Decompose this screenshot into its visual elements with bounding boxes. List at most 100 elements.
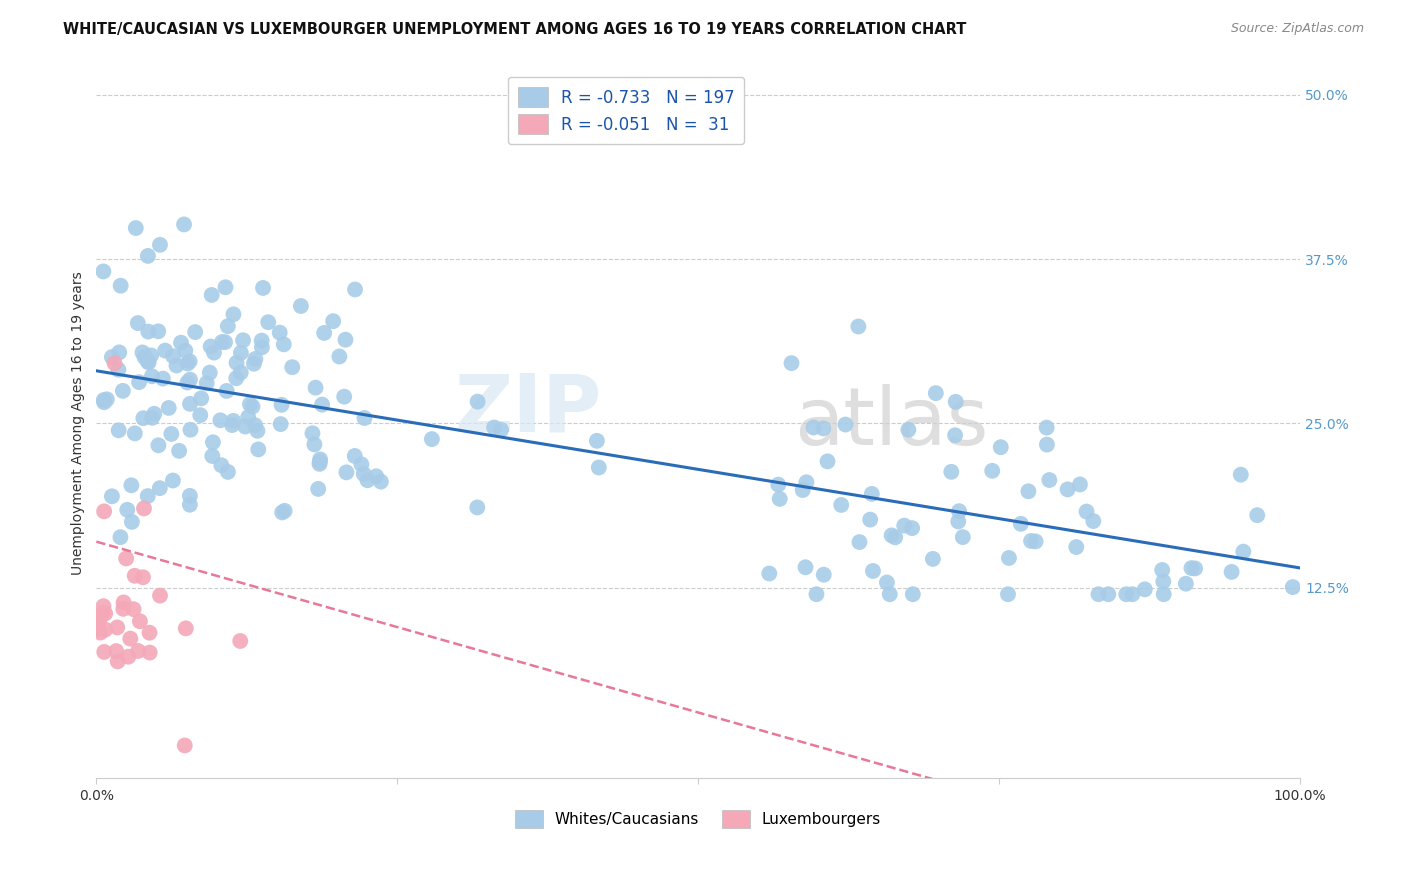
Point (893, 518, 915, 533)
Point (884, 530, 907, 544)
Point (225, 371, 247, 385)
Point (86, 622, 108, 636)
Point (229, 634, 252, 648)
Point (132, 570, 155, 584)
Point (335, 333, 357, 347)
Point (901, 587, 924, 601)
Point (200, 339, 222, 353)
Point (232, 333, 254, 347)
Point (243, 357, 266, 371)
Point (152, 371, 174, 385)
Point (225, 356, 247, 370)
Point (243, 418, 266, 433)
Point (353, 411, 375, 425)
Point (112, 602, 135, 616)
Point (307, 482, 329, 496)
Point (981, 464, 1004, 478)
Point (769, 491, 792, 506)
Point (179, 498, 201, 512)
Point (174, 621, 197, 635)
Point (214, 280, 236, 294)
Point (112, 595, 135, 609)
Point (89, 625, 111, 640)
Point (162, 474, 184, 488)
Point (1097, 587, 1119, 601)
Point (174, 343, 197, 358)
Point (370, 475, 392, 489)
Point (806, 587, 828, 601)
Point (880, 528, 903, 542)
Point (110, 530, 132, 544)
Point (366, 469, 388, 483)
Point (1133, 582, 1156, 597)
Point (1174, 576, 1197, 591)
Point (120, 478, 142, 492)
Point (201, 435, 224, 450)
Point (162, 349, 184, 363)
Point (273, 337, 295, 351)
Point (1220, 565, 1243, 579)
Point (209, 458, 232, 473)
Legend: Whites/Caucasians, Luxembourgers: Whites/Caucasians, Luxembourgers (509, 804, 887, 834)
Point (921, 552, 943, 566)
Point (179, 423, 201, 437)
Point (862, 564, 884, 578)
Point (136, 489, 159, 503)
Point (215, 384, 238, 398)
Point (301, 426, 323, 441)
Point (149, 481, 172, 495)
Point (136, 325, 159, 339)
Point (239, 397, 262, 411)
Point (271, 506, 294, 520)
Point (148, 438, 170, 452)
Point (229, 346, 252, 360)
Point (860, 487, 883, 501)
Point (148, 324, 170, 338)
Point (308, 457, 330, 471)
Point (179, 397, 201, 411)
Point (1056, 483, 1078, 497)
Point (217, 465, 239, 479)
Point (233, 419, 256, 434)
Point (209, 413, 232, 427)
Point (117, 649, 139, 664)
Point (149, 237, 172, 252)
Point (943, 428, 966, 442)
Point (229, 366, 252, 380)
Point (1180, 561, 1202, 575)
Point (948, 504, 970, 518)
Point (217, 319, 239, 334)
Point (897, 423, 920, 437)
Point (314, 326, 336, 340)
Point (356, 473, 378, 487)
Point (489, 423, 512, 437)
Point (105, 644, 128, 658)
Point (1036, 437, 1059, 451)
Point (420, 432, 443, 446)
Point (222, 307, 245, 321)
Point (803, 420, 825, 434)
Point (93, 645, 115, 659)
Point (195, 376, 218, 391)
Point (127, 316, 149, 330)
Point (1152, 563, 1174, 577)
Point (138, 646, 160, 660)
Point (134, 350, 156, 364)
Point (143, 407, 166, 421)
Point (588, 460, 610, 475)
Point (128, 614, 150, 628)
Point (270, 417, 292, 431)
Point (273, 504, 295, 518)
Point (94, 607, 117, 621)
Point (335, 466, 357, 480)
Point (290, 299, 312, 313)
Point (1025, 534, 1047, 549)
Point (160, 426, 183, 441)
Point (344, 283, 367, 297)
Point (1076, 504, 1098, 518)
Point (990, 440, 1012, 454)
Point (201, 288, 224, 302)
Point (859, 513, 882, 527)
Point (482, 420, 505, 434)
Point (111, 384, 134, 398)
